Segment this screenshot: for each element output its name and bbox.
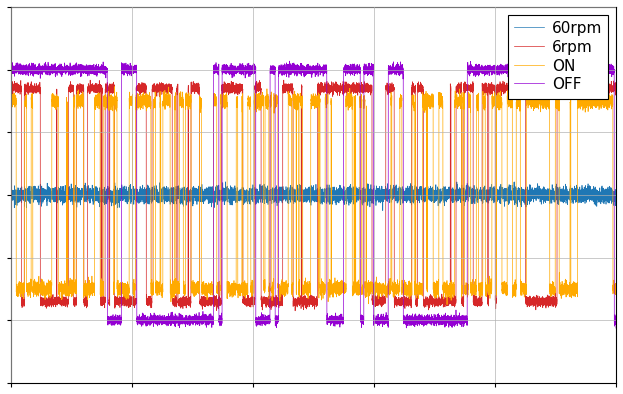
OFF (32, 67, 40, 72)
60rpm (612, 197, 620, 201)
6rpm (7, 87, 15, 91)
OFF (577, 58, 584, 63)
Line: OFF: OFF (11, 61, 616, 328)
OFF (612, 326, 620, 331)
ON (529, 84, 536, 88)
OFF (44, 65, 51, 70)
ON (32, 289, 40, 294)
60rpm (44, 198, 51, 203)
OFF (580, 67, 587, 72)
6rpm (580, 83, 587, 88)
6rpm (10, 87, 17, 92)
OFF (7, 70, 15, 75)
60rpm (126, 192, 133, 197)
60rpm (10, 190, 17, 194)
6rpm (32, 87, 40, 92)
6rpm (280, 78, 287, 82)
Legend: 60rpm, 6rpm, ON, OFF: 60rpm, 6rpm, ON, OFF (508, 15, 609, 98)
OFF (10, 71, 17, 76)
60rpm (379, 208, 386, 213)
ON (444, 302, 451, 307)
60rpm (32, 197, 40, 202)
ON (7, 99, 15, 104)
OFF (303, 69, 310, 73)
ON (303, 286, 310, 291)
6rpm (292, 309, 299, 313)
6rpm (612, 87, 620, 92)
60rpm (222, 180, 229, 184)
ON (580, 101, 587, 106)
Line: 60rpm: 60rpm (11, 182, 616, 210)
Line: ON: ON (11, 86, 616, 305)
60rpm (7, 189, 15, 194)
6rpm (303, 297, 311, 301)
60rpm (303, 187, 311, 192)
OFF (126, 73, 133, 78)
6rpm (126, 300, 133, 305)
60rpm (580, 187, 587, 192)
Line: 6rpm: 6rpm (11, 80, 616, 311)
ON (44, 286, 51, 291)
6rpm (44, 304, 51, 309)
ON (612, 290, 620, 294)
ON (126, 90, 133, 95)
ON (10, 97, 17, 102)
